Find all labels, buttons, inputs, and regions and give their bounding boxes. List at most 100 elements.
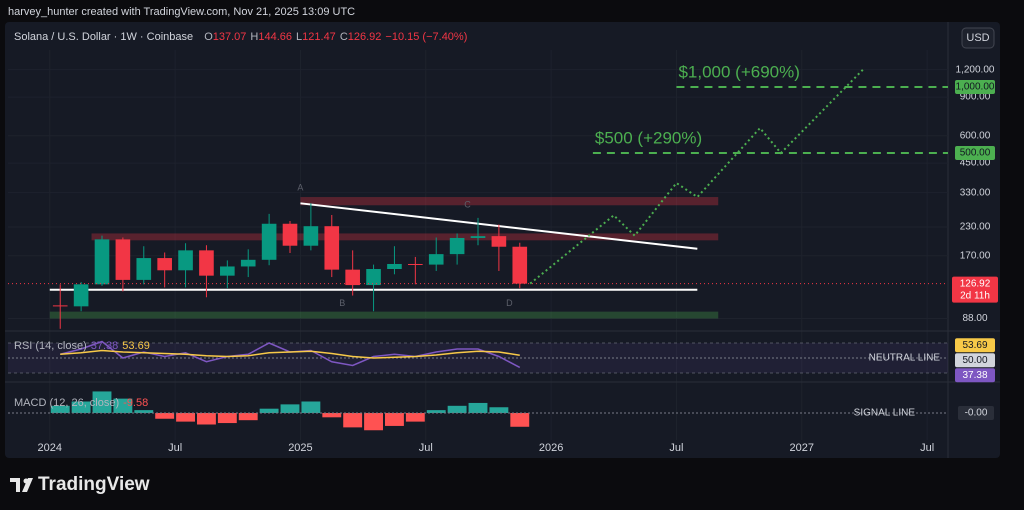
macd-legend: MACD (12, 26, close) -9.58 [14,397,148,409]
macd-bar [71,401,91,413]
rsi-legend: RSI (14, close) 37.38 53.69 [14,340,150,352]
last-price-tag [952,276,998,303]
rsi-tag [955,368,995,383]
candle-body [178,250,193,271]
signal-tag-label: -0.00 [965,408,988,419]
chart-legend: Solana / U.S. Dollar · 1W · Coinbase O13… [14,31,467,43]
countdown: 2d 11h [960,290,990,301]
rsi-tag-label: 50.00 [962,355,987,366]
target-tag-label: 1,000.00 [956,82,995,93]
logo: TradingView [10,474,150,495]
macd-bar [343,413,363,428]
x-tick-label: 2026 [539,442,563,454]
zone [91,233,719,241]
brand: TradingView [38,474,150,495]
projection-path [529,67,866,285]
attribution: harvey_hunter created with TradingView.c… [8,6,355,18]
y-tick-label: 1,200.00 [956,64,995,75]
y-tick-label: 450.00 [960,158,991,169]
y-tick-label: 600.00 [960,130,991,141]
wave-label: C [464,200,471,210]
x-tick-label: 2024 [38,442,62,454]
neutral-text: NEUTRAL LINE [869,353,941,364]
candle-body [220,266,235,276]
macd-bar [301,401,321,413]
macd-bar [113,398,133,413]
wave-label: D [506,298,513,308]
x-tick-label: Jul [168,442,182,454]
candle-body [94,239,110,285]
ohlc-value: 121.47 [302,31,336,43]
wave-label: B [339,298,345,308]
y-tick-label: 230.00 [960,222,991,233]
macd-bar [468,402,488,413]
candle-body [345,269,360,286]
symbol-title: Solana / U.S. Dollar · 1W · Coinbase [14,31,193,43]
target-tag-label: 500.00 [960,148,991,159]
y-tick-label: 170.00 [960,250,991,261]
candle-body [491,236,507,247]
candle-body [324,226,340,270]
x-tick-label: Jul [419,442,433,454]
target-tag [955,146,995,161]
macd-bar [134,410,154,413]
ohlc-key: H [250,31,258,43]
candle-body [282,223,298,246]
ohlc-value: 126.92 [348,31,382,43]
candle-body [240,259,256,267]
macd-bar [322,413,342,418]
ohlc-key: L [296,31,302,43]
macd-bar [217,413,237,424]
candle-body [157,258,172,271]
x-tick-label: Jul [920,442,934,454]
rsi-line [60,349,520,359]
macd-bar [364,413,383,431]
currency[interactable]: USD [966,32,989,44]
candle-body [512,246,528,284]
macd-bar [238,413,258,421]
ohlc-key: O [204,31,213,43]
signal-tag [958,406,994,420]
macd-bar [489,407,509,413]
macd-bar [426,410,446,413]
candle-body [470,236,486,238]
y-tick-label: 88.00 [962,313,987,324]
candle-body [199,250,214,276]
macd-title: MACD (12, 26, close) [14,397,119,409]
ohlc-key: C [340,31,348,43]
candle-body [303,226,319,246]
zone [300,197,719,206]
macd-bar [197,413,216,425]
macd-bar [447,405,467,413]
wave-label: A [297,182,303,192]
x-tick-label: Jul [669,442,683,454]
macd-bar [280,404,300,413]
rsi-title: RSI (14, close) [14,340,87,352]
candle-body [366,269,381,286]
ohlc-value: 144.66 [258,31,292,43]
target-text: $500 (+290%) [595,129,702,148]
macd-bar [176,413,195,422]
candle-body [261,223,277,260]
macd-bar [385,413,404,426]
change: −10.15 (−7.40%) [385,31,467,43]
macd-legend-value: -9.58 [123,397,148,409]
last-price-label: 126.92 [960,278,991,289]
rsi-tag-label: 37.38 [962,370,987,381]
macd-bar [259,408,279,413]
macd-bar [50,405,70,413]
x-tick-label: 2027 [790,442,814,454]
currency-button[interactable] [961,27,995,49]
candle-body [73,284,89,307]
ohlc-value: 137.07 [213,31,247,43]
macd-bar [405,413,425,422]
x-tick-label: 2025 [288,442,312,454]
zone [49,311,719,319]
logo-dot [23,478,29,484]
candle-body [428,254,444,265]
candle-body [52,305,68,307]
candle-body [115,239,131,280]
candle-body [136,258,152,280]
macd-bar [155,413,175,419]
